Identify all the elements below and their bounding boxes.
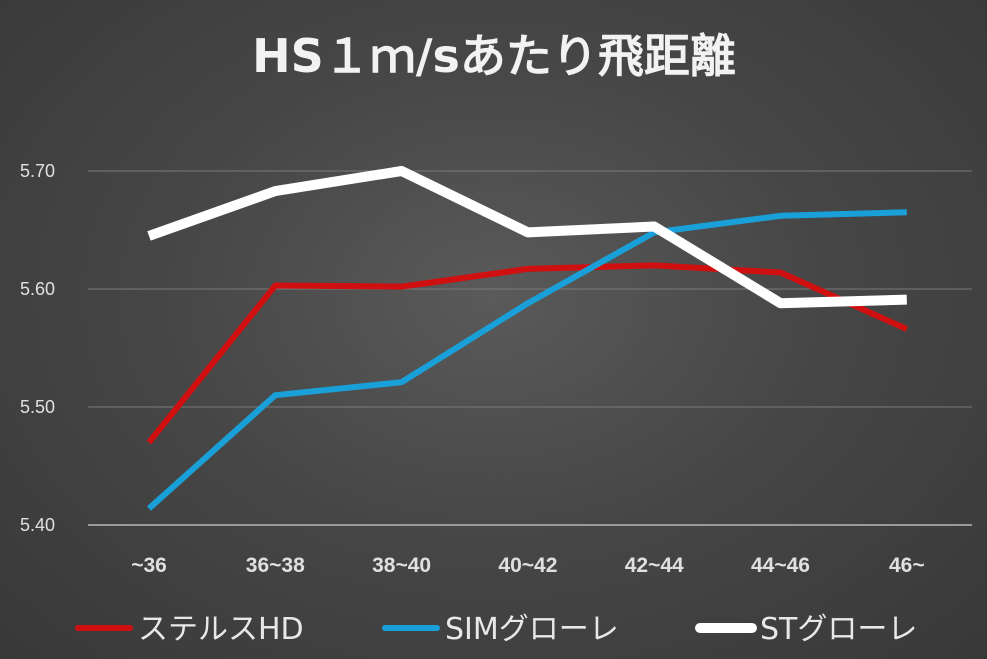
- y-tick-label: 5.60: [20, 279, 55, 299]
- x-axis-ticks: ~36 36~38 38~40 40~42 42~44 44~46 46~: [131, 554, 924, 577]
- x-tick-label: 44~46: [751, 554, 810, 577]
- y-tick-label: 5.50: [20, 397, 55, 417]
- gridlines: [88, 170, 972, 526]
- legend: ステルスHD SIMグローレ STグローレ: [75, 612, 917, 647]
- x-tick-label: 42~44: [625, 554, 684, 577]
- legend-label: SIMグローレ: [445, 612, 619, 647]
- y-tick-label: 5.70: [20, 161, 55, 181]
- x-tick-label: 36~38: [246, 554, 305, 577]
- x-tick-label: 40~42: [498, 554, 557, 577]
- series-lines: [146, 166, 909, 511]
- y-tick-label: 5.40: [20, 515, 55, 535]
- x-tick-label: ~36: [131, 554, 167, 577]
- series-line-3: [147, 166, 907, 309]
- legend-label: ステルスHD: [138, 612, 304, 647]
- x-tick-label: 46~: [889, 554, 925, 577]
- legend-label: STグローレ: [760, 612, 917, 647]
- series-line-1: [146, 262, 909, 445]
- series-line-2: [146, 209, 907, 511]
- y-axis-ticks: 5.40 5.50 5.60 5.70: [20, 161, 55, 535]
- chart-title: HS１ｍ/sあたり飛距離: [252, 29, 736, 83]
- x-tick-label: 38~40: [372, 554, 431, 577]
